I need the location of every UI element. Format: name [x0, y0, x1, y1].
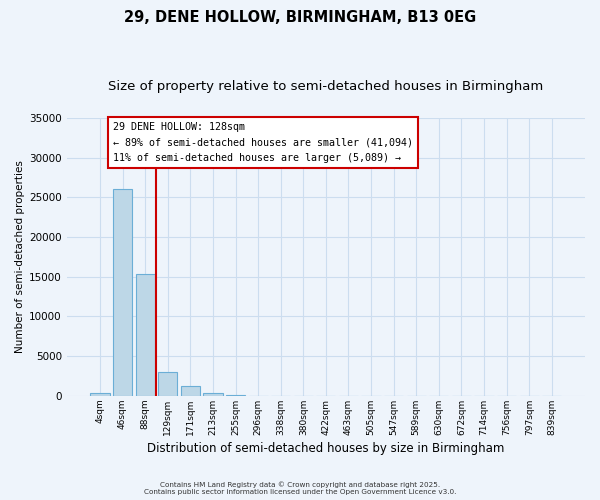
Text: Contains HM Land Registry data © Crown copyright and database right 2025.
Contai: Contains HM Land Registry data © Crown c… — [144, 482, 456, 495]
Bar — [203, 392, 223, 396]
Bar — [113, 188, 132, 396]
Bar — [226, 394, 245, 396]
Bar — [136, 274, 155, 396]
Bar — [158, 372, 178, 396]
Text: 29 DENE HOLLOW: 128sqm
← 89% of semi-detached houses are smaller (41,094)
11% of: 29 DENE HOLLOW: 128sqm ← 89% of semi-det… — [113, 122, 413, 163]
Y-axis label: Number of semi-detached properties: Number of semi-detached properties — [15, 160, 25, 354]
X-axis label: Distribution of semi-detached houses by size in Birmingham: Distribution of semi-detached houses by … — [147, 442, 505, 455]
Title: Size of property relative to semi-detached houses in Birmingham: Size of property relative to semi-detach… — [108, 80, 544, 93]
Text: 29, DENE HOLLOW, BIRMINGHAM, B13 0EG: 29, DENE HOLLOW, BIRMINGHAM, B13 0EG — [124, 10, 476, 25]
Bar — [181, 386, 200, 396]
Bar — [91, 392, 110, 396]
